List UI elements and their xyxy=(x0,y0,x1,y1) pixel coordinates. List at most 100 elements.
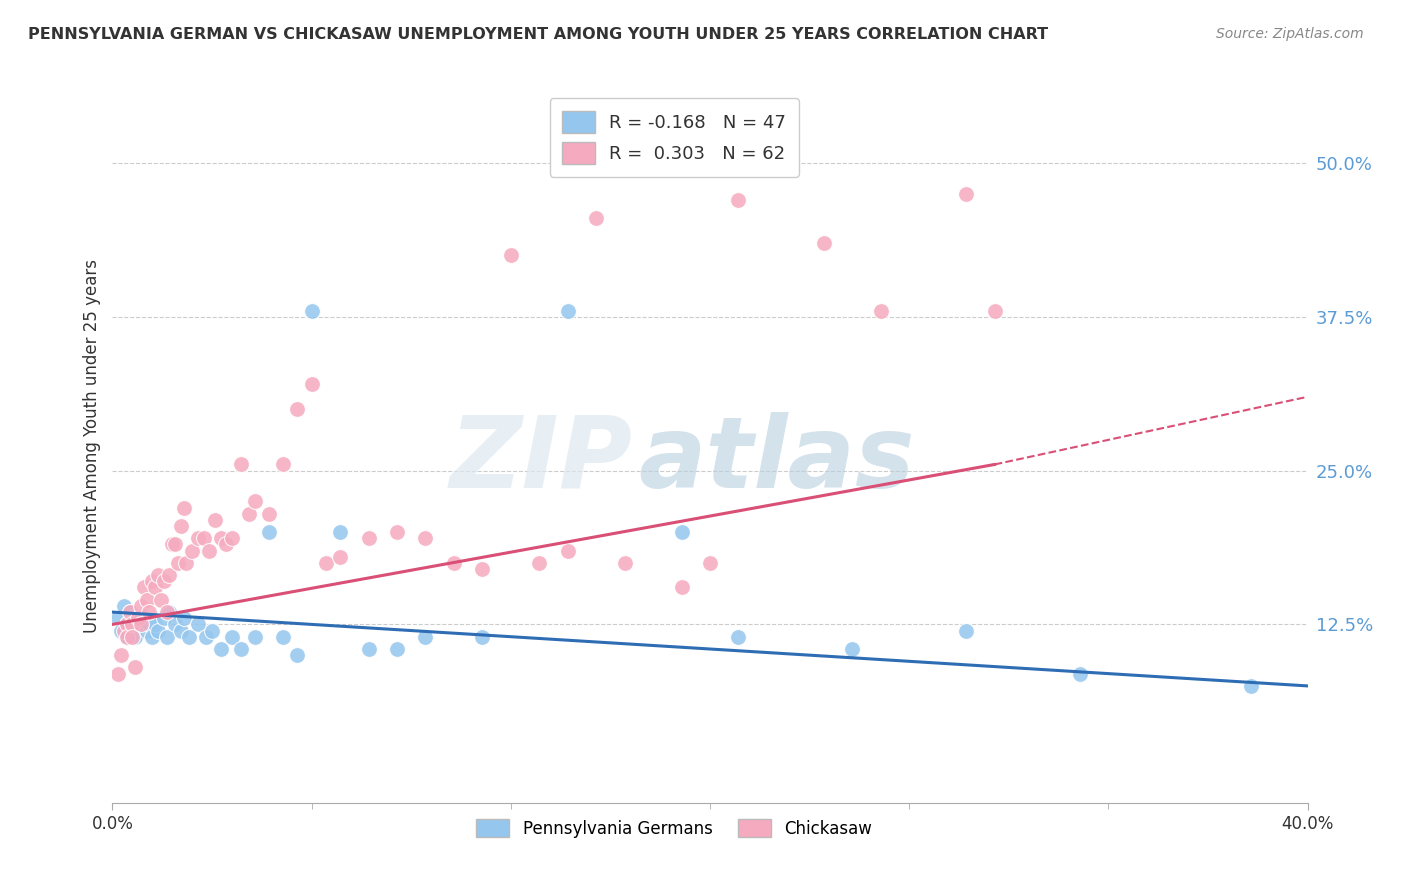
Point xyxy=(209,531,232,545)
Point xyxy=(124,660,146,674)
Point xyxy=(201,624,224,638)
Point xyxy=(129,617,152,632)
Point xyxy=(613,556,636,570)
Point xyxy=(287,402,309,417)
Point xyxy=(115,630,138,644)
Point xyxy=(585,211,607,226)
Point xyxy=(107,666,129,681)
Point xyxy=(955,624,977,638)
Point xyxy=(157,568,180,582)
Point xyxy=(271,458,294,472)
Point xyxy=(167,556,190,570)
Point xyxy=(727,193,749,207)
Point xyxy=(243,630,266,644)
Point xyxy=(152,574,174,589)
Point xyxy=(215,537,238,551)
Point xyxy=(329,525,352,540)
Point xyxy=(155,605,177,619)
Point xyxy=(187,617,209,632)
Point xyxy=(129,599,152,613)
Point xyxy=(357,642,380,657)
Point xyxy=(138,617,160,632)
Point xyxy=(699,556,721,570)
Point xyxy=(727,630,749,644)
Point xyxy=(529,556,551,570)
Point xyxy=(173,500,195,515)
Point xyxy=(471,562,494,576)
Point xyxy=(143,617,166,632)
Point xyxy=(357,531,380,545)
Point xyxy=(204,513,226,527)
Point xyxy=(112,599,135,613)
Point xyxy=(141,574,163,589)
Point xyxy=(132,611,155,625)
Point xyxy=(557,303,579,318)
Point xyxy=(271,630,294,644)
Point xyxy=(155,630,177,644)
Point xyxy=(1069,666,1091,681)
Point xyxy=(110,648,132,662)
Point xyxy=(149,592,172,607)
Point xyxy=(557,543,579,558)
Point xyxy=(112,624,135,638)
Point xyxy=(315,556,337,570)
Point xyxy=(841,642,863,657)
Point xyxy=(229,458,252,472)
Point xyxy=(499,248,522,262)
Point xyxy=(107,611,129,625)
Legend: Pennsylvania Germans, Chickasaw: Pennsylvania Germans, Chickasaw xyxy=(470,813,879,845)
Point xyxy=(257,525,280,540)
Point xyxy=(983,303,1005,318)
Y-axis label: Unemployment Among Youth under 25 years: Unemployment Among Youth under 25 years xyxy=(83,259,101,633)
Point xyxy=(471,630,494,644)
Point xyxy=(127,611,149,625)
Point xyxy=(671,525,693,540)
Point xyxy=(110,624,132,638)
Point xyxy=(170,519,193,533)
Point xyxy=(127,611,149,625)
Point xyxy=(162,537,183,551)
Point xyxy=(187,531,209,545)
Point xyxy=(179,630,201,644)
Point xyxy=(329,549,352,564)
Point xyxy=(121,611,143,625)
Point xyxy=(301,377,323,392)
Point xyxy=(671,581,693,595)
Point xyxy=(209,642,232,657)
Point xyxy=(118,605,141,619)
Point xyxy=(115,617,138,632)
Point xyxy=(143,581,166,595)
Point xyxy=(138,605,160,619)
Point xyxy=(257,507,280,521)
Point xyxy=(115,630,138,644)
Point xyxy=(135,624,157,638)
Point xyxy=(301,303,323,318)
Point xyxy=(176,556,198,570)
Text: PENNSYLVANIA GERMAN VS CHICKASAW UNEMPLOYMENT AMONG YOUTH UNDER 25 YEARS CORRELA: PENNSYLVANIA GERMAN VS CHICKASAW UNEMPLO… xyxy=(28,27,1049,42)
Point xyxy=(287,648,309,662)
Point xyxy=(141,630,163,644)
Point xyxy=(813,235,835,250)
Point xyxy=(121,617,143,632)
Point xyxy=(238,507,260,521)
Point xyxy=(955,186,977,201)
Point xyxy=(385,642,408,657)
Point xyxy=(221,531,243,545)
Point xyxy=(415,630,437,644)
Point xyxy=(115,617,138,632)
Point xyxy=(243,494,266,508)
Point xyxy=(132,581,155,595)
Point xyxy=(157,605,180,619)
Point xyxy=(121,624,143,638)
Point xyxy=(1240,679,1263,693)
Point xyxy=(146,568,169,582)
Point xyxy=(124,630,146,644)
Point xyxy=(152,611,174,625)
Point xyxy=(415,531,437,545)
Text: atlas: atlas xyxy=(638,412,915,508)
Point xyxy=(129,617,152,632)
Point xyxy=(146,624,169,638)
Point xyxy=(385,525,408,540)
Point xyxy=(121,630,143,644)
Point xyxy=(181,543,204,558)
